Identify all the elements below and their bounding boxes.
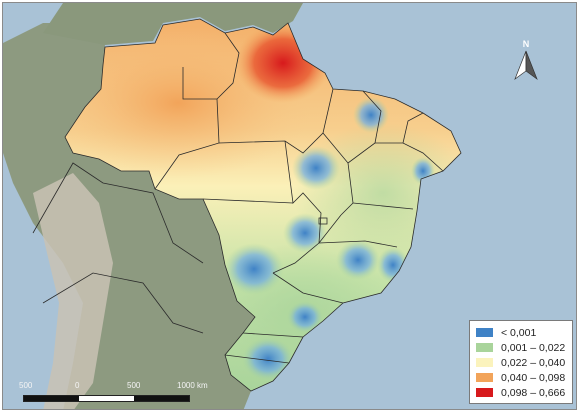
legend-item: 0,040 – 0,098 (476, 370, 566, 385)
legend-label: 0,022 – 0,040 (501, 356, 566, 369)
legend-swatch (476, 388, 493, 397)
map-frame: N < 0,001 0,001 – 0,022 0,022 – 0,040 0,… (2, 2, 577, 410)
legend-item: 0,098 – 0,666 (476, 385, 566, 400)
legend-label: < 0,001 (501, 326, 537, 339)
scale-bar: 500 0 500 1000 km (19, 381, 208, 402)
legend-swatch (476, 343, 493, 352)
scale-label: 0 (75, 381, 80, 390)
legend-swatch (476, 373, 493, 382)
federal-district (318, 217, 328, 225)
scale-segment (134, 396, 189, 401)
northern-land (43, 3, 303, 45)
map-canvas (3, 3, 462, 409)
scale-label: 500 (19, 381, 33, 390)
andes-region (33, 173, 113, 409)
scale-label: 500 (127, 381, 141, 390)
north-letter: N (522, 39, 530, 49)
continent-land (3, 23, 255, 409)
legend-swatch (476, 328, 493, 337)
legend-label: 0,098 – 0,666 (501, 386, 566, 399)
legend-item: 0,022 – 0,040 (476, 355, 566, 370)
scale-label: 1000 km (177, 381, 208, 390)
north-arrow: N (511, 39, 541, 83)
legend-item: 0,001 – 0,022 (476, 340, 566, 355)
legend-label: 0,001 – 0,022 (501, 341, 566, 354)
north-arrow-icon (514, 50, 538, 80)
legend-swatch (476, 358, 493, 367)
scale-segment (79, 396, 134, 401)
scale-labels: 500 0 500 1000 km (19, 381, 208, 393)
scale-segment (24, 396, 79, 401)
legend-label: 0,040 – 0,098 (501, 371, 566, 384)
scale-segments (23, 395, 190, 402)
legend-item: < 0,001 (476, 325, 566, 340)
state-borders (32, 18, 462, 392)
map-legend: < 0,001 0,001 – 0,022 0,022 – 0,040 0,04… (469, 320, 573, 404)
